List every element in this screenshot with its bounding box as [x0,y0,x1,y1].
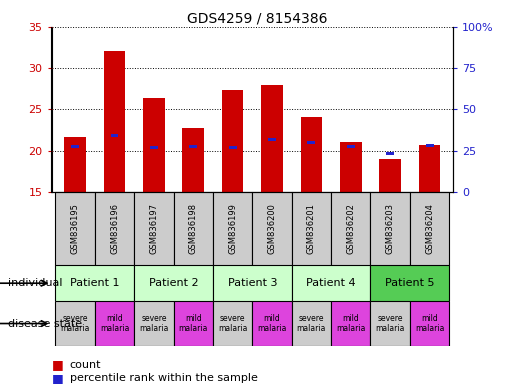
Text: severe
malaria: severe malaria [218,314,247,333]
Bar [71,145,79,148]
Bar [380,159,401,192]
Bar [261,85,283,192]
Text: GSM836198: GSM836198 [189,203,198,254]
Bar [301,117,322,192]
Text: mild
malaria: mild malaria [415,314,444,333]
Bar [222,91,244,192]
Bar [174,192,213,265]
Bar [268,138,276,141]
Text: mild
malaria: mild malaria [100,314,129,333]
Bar [190,145,197,148]
Text: GSM836200: GSM836200 [267,203,277,254]
Bar [386,152,394,155]
Bar [150,146,158,149]
Bar [143,98,165,192]
Text: severe
malaria: severe malaria [297,314,326,333]
Bar [213,192,252,265]
Bar [331,301,370,346]
Bar [229,146,236,149]
Bar [419,145,440,192]
Bar [56,301,95,346]
Text: GSM836201: GSM836201 [307,203,316,254]
Text: disease state: disease state [8,318,82,329]
Text: mild
malaria: mild malaria [179,314,208,333]
Bar [410,301,449,346]
Bar [347,145,355,148]
Bar [134,265,213,301]
Text: GSM836197: GSM836197 [149,203,159,254]
Text: severe
malaria: severe malaria [139,314,168,333]
Bar [370,301,410,346]
Text: GDS4259 / 8154386: GDS4259 / 8154386 [187,12,328,25]
Text: GSM836196: GSM836196 [110,203,119,254]
Bar [95,301,134,346]
Bar [291,192,331,265]
Text: ■: ■ [52,358,63,371]
Bar [340,142,362,192]
Text: mild
malaria: mild malaria [336,314,366,333]
Bar [370,192,410,265]
Bar [331,192,370,265]
Text: GSM836202: GSM836202 [346,203,355,254]
Bar [134,301,174,346]
Bar [111,134,118,137]
Bar [410,192,449,265]
Bar [291,301,331,346]
Text: Patient 1: Patient 1 [70,278,119,288]
Bar [425,144,434,147]
Text: mild
malaria: mild malaria [258,314,287,333]
Text: severe
malaria: severe malaria [60,314,90,333]
Bar [213,301,252,346]
Text: GSM836199: GSM836199 [228,203,237,254]
Text: Patient 4: Patient 4 [306,278,356,288]
Bar [252,192,291,265]
Bar [134,192,174,265]
Text: Patient 3: Patient 3 [228,278,277,288]
Text: severe
malaria: severe malaria [375,314,405,333]
Text: percentile rank within the sample: percentile rank within the sample [70,373,258,383]
Bar [307,141,315,144]
Bar [56,265,134,301]
Bar [370,265,449,301]
Bar [64,137,86,192]
Bar [95,192,134,265]
Bar [182,127,204,192]
Text: Patient 5: Patient 5 [385,278,435,288]
Bar [104,51,125,192]
Text: individual: individual [8,278,62,288]
Text: GSM836204: GSM836204 [425,203,434,254]
Bar [252,301,291,346]
Bar [213,265,291,301]
Text: GSM836195: GSM836195 [71,203,80,254]
Text: count: count [70,360,101,370]
Bar [56,192,95,265]
Text: GSM836203: GSM836203 [386,203,394,254]
Bar [291,265,370,301]
Text: ■: ■ [52,372,63,384]
Bar [174,301,213,346]
Text: Patient 2: Patient 2 [149,278,198,288]
